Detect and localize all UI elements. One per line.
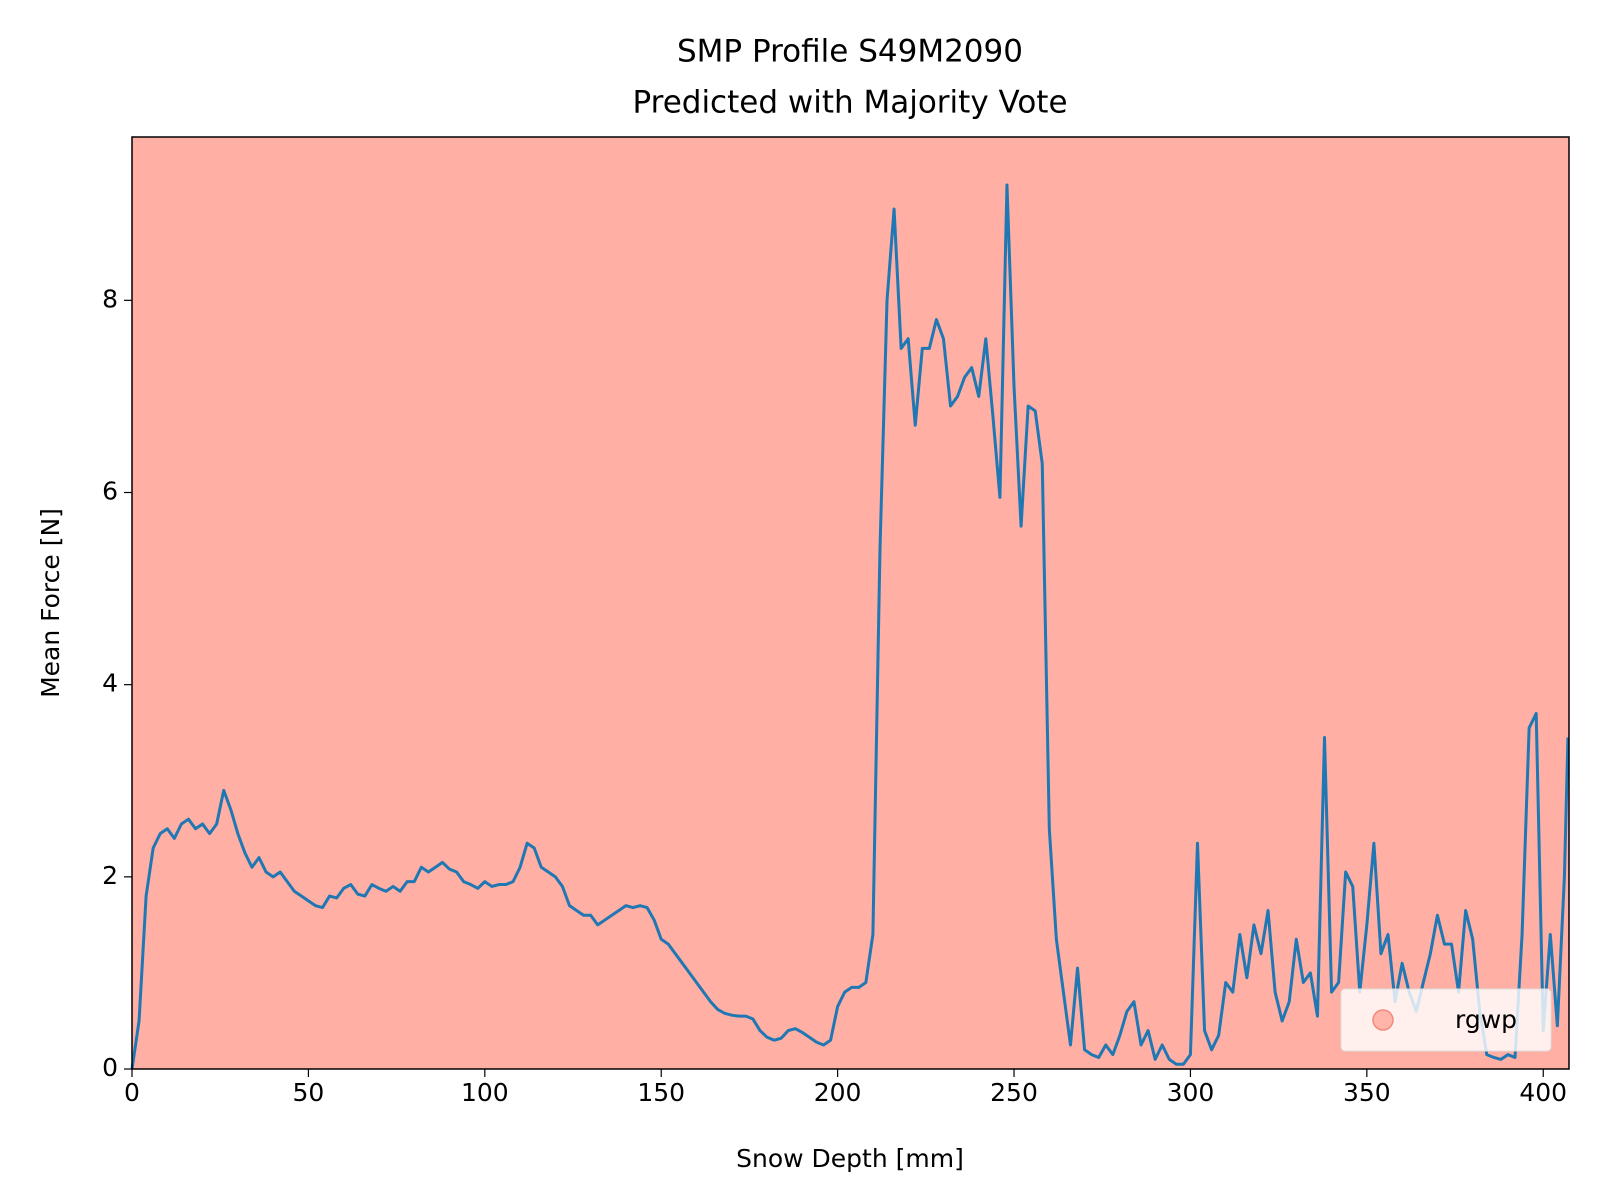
chart-title: SMP Profile S49M2090 bbox=[677, 34, 1023, 70]
y-tick-label: 4 bbox=[102, 669, 118, 698]
x-tick-label: 100 bbox=[461, 1078, 509, 1107]
x-tick-label: 200 bbox=[814, 1078, 862, 1107]
plot-frame bbox=[131, 136, 1570, 1070]
x-tick-label: 150 bbox=[637, 1078, 685, 1107]
y-tick-label: 8 bbox=[102, 284, 118, 313]
y-tick-label: 2 bbox=[102, 861, 118, 890]
y-axis-label: Mean Force [N] bbox=[36, 508, 65, 698]
x-tick-label: 350 bbox=[1343, 1078, 1391, 1107]
class-region bbox=[132, 137, 1569, 1069]
x-tick-label: 250 bbox=[990, 1078, 1038, 1107]
x-tick-label: 300 bbox=[1167, 1078, 1215, 1107]
data-line bbox=[130, 183, 1570, 1070]
legend-label: rgwp bbox=[1455, 1005, 1517, 1034]
legend: rgwp bbox=[1340, 988, 1552, 1052]
x-tick-label: 400 bbox=[1519, 1078, 1567, 1107]
x-tick-label: 50 bbox=[292, 1078, 324, 1107]
y-tick-label: 6 bbox=[102, 477, 118, 506]
legend-marker bbox=[1372, 1009, 1394, 1031]
chart-subtitle: Predicted with Majority Vote bbox=[632, 85, 1067, 121]
legend-box bbox=[1340, 988, 1552, 1052]
x-tick-label: 0 bbox=[124, 1078, 140, 1107]
y-tick-label: 0 bbox=[102, 1053, 118, 1082]
x-axis-label: Snow Depth [mm] bbox=[736, 1144, 964, 1173]
